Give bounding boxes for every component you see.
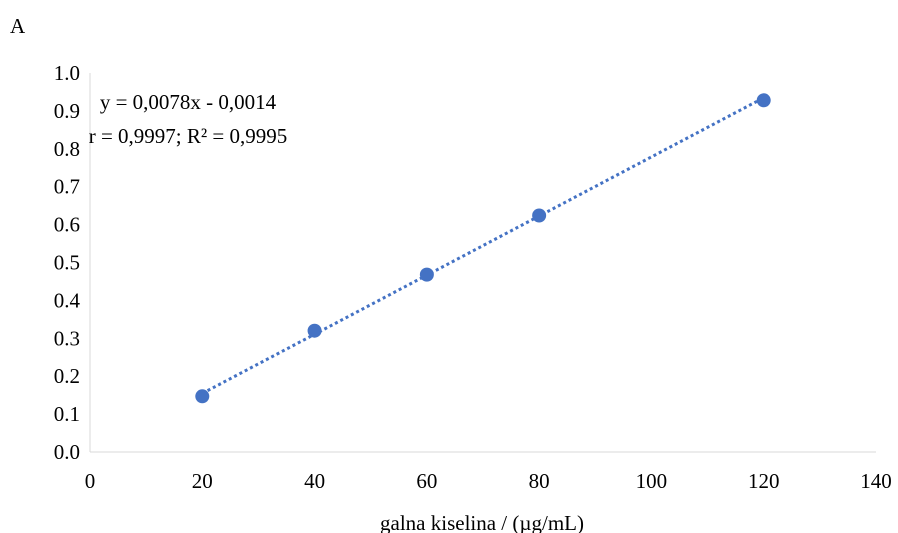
y-tick-label: 0.9 [54, 99, 80, 123]
data-point [419, 267, 434, 282]
y-tick-label: 0.5 [54, 251, 80, 275]
trendline [201, 96, 765, 395]
tick-labels: 0.0 0.1 0.2 0.3 0.4 0.5 0.6 0.7 0.8 0.9 1.0 0 20 40 60… [54, 61, 892, 493]
data-point [756, 93, 771, 108]
x-axis-label: galna kiselina / (µg/mL) [380, 511, 584, 533]
trendline-group [201, 96, 765, 395]
y-tick-label: 0.4 [54, 288, 81, 312]
y-tick-label: 1.0 [54, 61, 80, 85]
y-tick-label: 0.1 [54, 402, 80, 426]
x-tick-label: 20 [192, 469, 213, 493]
x-tick-label: 0 [85, 469, 96, 493]
data-point [307, 323, 322, 338]
correlation-label: r = 0,9997; R² = 0,9995 [89, 124, 288, 148]
panel-label: A [10, 14, 26, 38]
data-point [195, 389, 210, 404]
x-tick-label: 80 [529, 469, 550, 493]
equation-label: y = 0,0078x - 0,0014 [100, 90, 277, 114]
x-tick-label: 120 [748, 469, 780, 493]
axes [89, 73, 876, 453]
data-points [195, 93, 771, 404]
x-tick-label: 140 [860, 469, 892, 493]
y-tick-label: 0.8 [54, 137, 80, 161]
x-tick-label: 100 [636, 469, 668, 493]
data-point [532, 208, 547, 223]
y-tick-label: 0.6 [54, 213, 80, 237]
y-tick-label: 0.3 [54, 326, 80, 350]
y-tick-label: 0.2 [54, 364, 80, 388]
x-tick-label: 40 [304, 469, 325, 493]
y-tick-label: 0.0 [54, 440, 80, 464]
x-tick-label: 60 [416, 469, 437, 493]
y-tick-label: 0.7 [54, 175, 80, 199]
